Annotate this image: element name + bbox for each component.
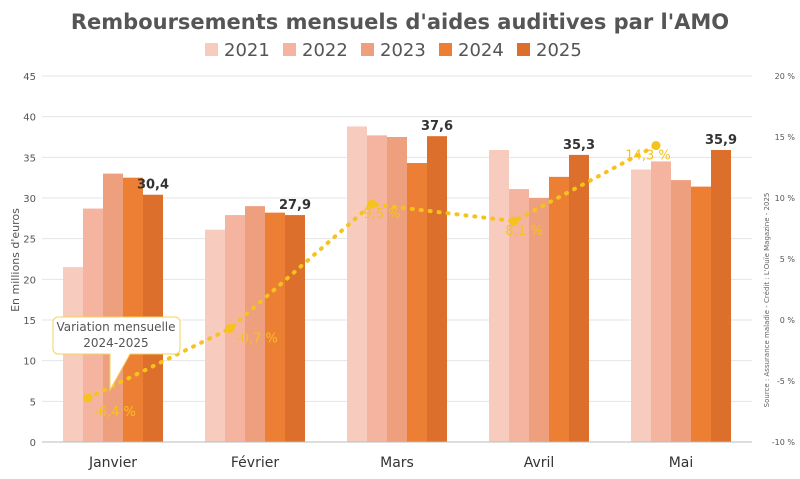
bar [205,229,225,442]
bar [63,267,83,442]
y-tick-label: 10 [23,357,36,368]
bar [367,135,387,442]
y-tick-label: 0 [30,438,36,449]
bar [225,215,245,442]
value-label: 30,4 [137,178,169,193]
bar [245,206,265,442]
callout-line-1: Variation mensuelle [56,320,175,334]
callout-box [52,316,181,392]
y2-tick-label: 10 % [775,194,796,203]
legend-swatch [517,43,530,56]
bar [509,189,529,442]
y-tick-label: 45 [23,72,36,83]
x-tick-label: Avril [524,455,555,471]
value-label: 37,6 [421,119,453,134]
y2-tick-label: 5 % [780,255,796,264]
variation-label: -0,7 % [236,332,278,347]
variation-point [367,199,377,209]
legend-label: 2022 [302,40,348,61]
y2-tick-label: -10 % [772,438,796,447]
bar [285,215,305,442]
bar [265,212,285,442]
y-tick-label: 20 [23,275,36,286]
y2-tick-label: -5 % [777,377,796,386]
bar [691,186,711,442]
legend-label: 2023 [380,40,426,61]
variation-line: -6,4 % -0,7 % 9,5 % 8,1 % 14,3 % [83,141,671,420]
value-label: 35,9 [705,133,737,148]
bar [651,161,671,442]
y2-tick-label: 20 % [775,72,796,81]
variation-point [225,324,235,334]
legend-swatch [439,43,452,56]
bar [631,169,651,443]
y-axis-ticks: 0 5 10 15 20 25 30 35 40 45 [23,72,36,449]
x-tick-label: Mars [380,455,414,471]
legend-swatch [283,43,296,56]
bar [671,180,691,442]
bar [711,150,731,442]
variation-callout: Variation mensuelle 2024-2025 [52,316,181,392]
y2-axis-ticks: -10 % -5 % 0 % 5 % 10 % 15 % 20 % [772,72,796,447]
value-label: 35,3 [563,138,595,153]
legend-swatch [361,43,374,56]
variation-label: -6,4 % [94,405,136,420]
variation-point [651,141,661,151]
variation-label: 8,1 % [505,224,542,239]
bar [347,126,367,442]
y-tick-label: 40 [23,113,36,124]
x-axis-ticks: Janvier Février Mars Avril Mai [88,455,693,471]
bar [427,136,447,443]
bar [387,137,407,442]
legend-label: 2024 [458,40,504,61]
x-tick-label: Mai [669,455,694,471]
bar [569,154,589,443]
y-tick-label: 25 [23,235,36,246]
bar [549,176,569,442]
value-labels: 30,4 27,9 37,6 35,3 35,9 [137,119,737,213]
bar [489,150,509,442]
bar [529,198,549,442]
variation-point [83,393,93,403]
variation-point [509,216,519,226]
y-axis-label: En millions d'euros [9,208,22,312]
legend-label: 2025 [536,40,582,61]
variation-label: 14,3 % [625,149,670,164]
bar [407,163,427,442]
chart-title: Remboursements mensuels d'aides auditive… [71,10,729,34]
y-tick-label: 30 [23,194,36,205]
y-tick-label: 5 [30,397,36,408]
x-tick-label: Février [231,455,279,471]
legend-swatch [205,43,218,56]
variation-label: 9,5 % [363,207,400,222]
x-tick-label: Janvier [88,455,137,471]
source-note: Source : Assurance maladie - Crédit : L'… [763,193,771,408]
y-tick-label: 35 [23,153,36,164]
legend-label: 2021 [224,40,270,61]
bar [103,173,123,442]
y2-tick-label: 15 % [775,133,796,142]
value-label: 27,9 [279,198,311,213]
y2-tick-label: 0 % [780,316,796,325]
legend: 2021 2022 2023 2024 2025 [205,40,582,61]
callout-line-2: 2024-2025 [83,336,148,350]
y-tick-label: 15 [23,316,36,327]
bar [123,177,143,442]
bars [63,126,731,443]
